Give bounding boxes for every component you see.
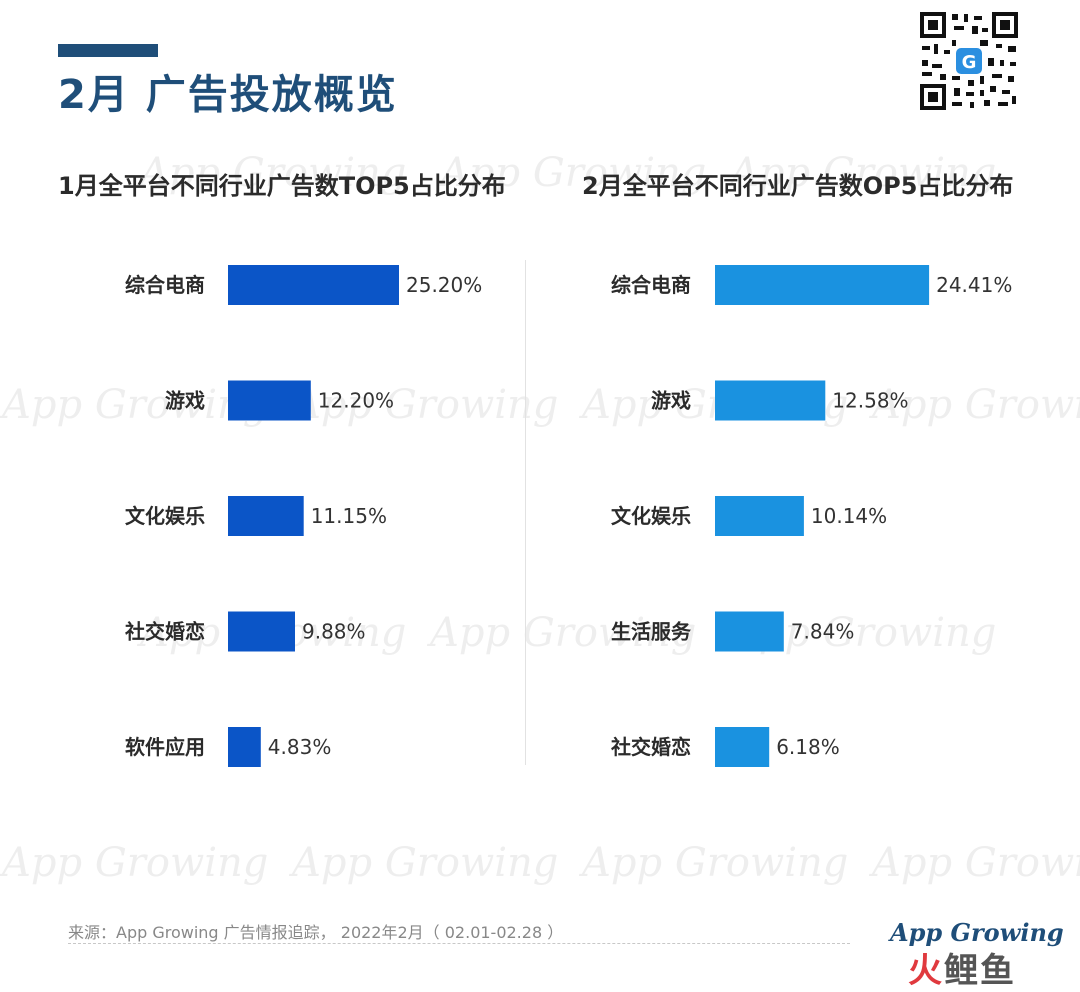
right-value-label: 10.14% — [811, 504, 887, 528]
right-bar — [715, 727, 770, 767]
right-category-label: 综合电商 — [611, 273, 691, 297]
left-value-label: 12.20% — [318, 389, 394, 413]
left-value-label: 9.88% — [302, 620, 366, 644]
right-category-label: 生活服务 — [611, 620, 692, 644]
huoliyu-logo: 火鲤鱼 — [908, 943, 1016, 992]
chart-divider — [525, 260, 526, 765]
page-title: 2月 广告投放概览 — [58, 72, 398, 118]
right-bar — [715, 265, 930, 305]
svg-text:G: G — [962, 52, 977, 73]
source-note: 来源：App Growing 广告情报追踪， 2022年2月（ 02.01-02… — [68, 923, 564, 942]
right-category-label: 社交婚恋 — [610, 735, 691, 759]
logo-part-b: 鲤鱼 — [944, 951, 1016, 991]
right-value-label: 24.41% — [936, 273, 1012, 297]
left-bar — [228, 727, 261, 767]
source-divider — [68, 943, 850, 944]
right-bar — [715, 380, 826, 421]
left-bar — [228, 496, 304, 536]
right-category-label: 文化娱乐 — [611, 504, 691, 528]
left-value-label: 25.20% — [406, 273, 482, 297]
right-bar — [715, 496, 804, 536]
right-value-label: 6.18% — [776, 735, 840, 759]
left-bar — [228, 380, 311, 421]
left-category-label: 软件应用 — [125, 735, 205, 759]
left-value-label: 11.15% — [311, 504, 387, 528]
right-bar — [715, 611, 784, 652]
right-chart-title: 2月全平台不同行业广告数OP5占比分布 — [582, 172, 1014, 200]
logo-part-a: 火 — [908, 951, 944, 991]
right-value-label: 7.84% — [791, 620, 855, 644]
app-growing-logo: App Growing — [890, 918, 1064, 947]
left-value-label: 4.83% — [268, 735, 332, 759]
qr-code-icon: G — [918, 10, 1020, 112]
left-category-label: 综合电商 — [125, 273, 205, 297]
right-value-label: 12.58% — [832, 389, 908, 413]
left-chart-title: 1月全平台不同行业广告数TOP5占比分布 — [58, 172, 506, 200]
right-category-label: 游戏 — [651, 389, 691, 413]
left-bar — [228, 265, 399, 305]
left-category-label: 社交婚恋 — [124, 620, 205, 644]
left-category-label: 文化娱乐 — [125, 504, 205, 528]
title-accent-bar — [58, 44, 158, 57]
left-bar — [228, 611, 295, 652]
left-category-label: 游戏 — [165, 389, 205, 413]
